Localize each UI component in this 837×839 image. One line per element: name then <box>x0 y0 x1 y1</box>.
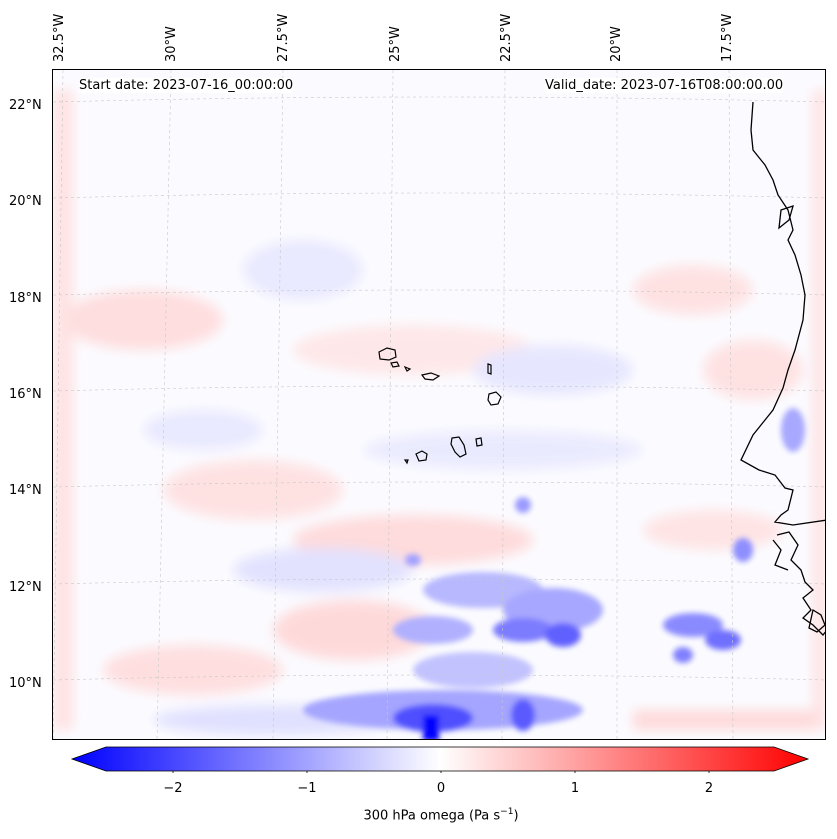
lon-label-30w: 30°W <box>164 26 179 62</box>
colorbar <box>70 746 810 773</box>
island-sao-nicolau <box>420 372 441 381</box>
island-brava <box>403 459 409 465</box>
lon-label-17-5w: 17.5°W <box>720 13 735 62</box>
colorbar-label-exponent: −1 <box>500 807 514 817</box>
africa-coastline <box>740 101 825 636</box>
island-maio <box>475 437 483 447</box>
cape-verde-islands <box>378 347 502 465</box>
colorbar-tick-0: 0 <box>436 781 446 796</box>
island-santa-luzia <box>403 365 412 372</box>
island-santo-antao <box>378 347 397 361</box>
valid-date-label: Valid_date: 2023-07-16T08:00:00.00 <box>545 78 784 93</box>
lat-label-14n: 14°N <box>9 483 42 498</box>
gridlines <box>53 70 825 739</box>
lon-label-20w: 20°W <box>609 26 624 62</box>
map-panel <box>52 69 826 740</box>
colorbar-tick-marks <box>172 771 710 773</box>
strong-ascent-patches <box>303 408 805 739</box>
island-sal <box>487 363 492 375</box>
island-sao-vicente <box>390 361 400 368</box>
colorbar-tick-1: 1 <box>570 781 580 796</box>
lat-label-12n: 12°N <box>9 580 42 595</box>
lat-label-22n: 22°N <box>9 98 42 113</box>
omega-field-map <box>53 70 825 739</box>
island-boa-vista <box>487 391 502 406</box>
lon-label-32-5w: 32.5°W <box>52 13 67 62</box>
lon-label-25w: 25°W <box>388 26 403 62</box>
island-fogo <box>415 450 428 462</box>
omega-shading <box>53 90 825 735</box>
colorbar-tick-2: 2 <box>704 781 714 796</box>
lat-label-16n: 16°N <box>9 387 42 402</box>
lat-label-18n: 18°N <box>9 291 42 306</box>
start-date-label: Start date: 2023-07-16_00:00:00 <box>79 78 294 93</box>
lon-label-27-5w: 27.5°W <box>276 13 291 62</box>
colorbar-tick-neg1: −1 <box>297 781 317 796</box>
lon-label-22-5w: 22.5°W <box>499 13 514 62</box>
colorbar-label-close: ) <box>513 808 519 824</box>
colorbar-label-text: 300 hPa omega (Pa s <box>363 808 501 824</box>
colorbar-label: 300 hPa omega (Pa s−1) <box>363 807 518 823</box>
lat-label-10n: 10°N <box>9 676 42 691</box>
colorbar-tick-neg2: −2 <box>163 781 183 796</box>
island-santiago <box>450 436 467 458</box>
lat-label-20n: 20°N <box>9 194 42 209</box>
